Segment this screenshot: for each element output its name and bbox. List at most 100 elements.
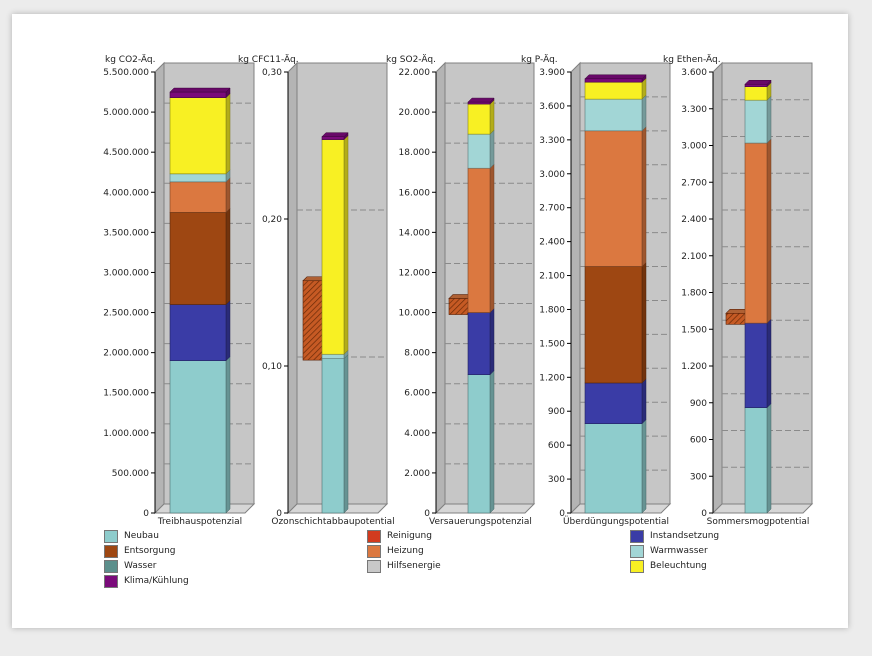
y-axis-label: kg CO2-Äq. [105, 54, 156, 65]
y-tick-label: 8.000 [404, 349, 430, 359]
bar-segment-neubau [467, 374, 491, 514]
y-tick-label: 3.600 [681, 68, 707, 78]
offset-bar-heizung [448, 298, 470, 315]
bar-segment-instandsetzung [744, 322, 768, 408]
bar-segment-neubau [169, 360, 227, 514]
bar-side-entsorgung [641, 261, 647, 384]
y-tick-label: 1.500.000 [103, 389, 149, 399]
x-category-label: Versauerungspotenzial [429, 517, 532, 527]
bar-segment-warmwasser [321, 353, 345, 359]
y-tick-label: 14.000 [399, 228, 431, 238]
y-axis-label: kg Ethen-Äq. [663, 54, 721, 65]
bar-side-neubau [766, 403, 772, 514]
y-axis-label: kg SO2-Äq. [386, 54, 436, 65]
y-tick-label: 2.000 [404, 469, 430, 479]
y-axis-label: kg CFC11-Äq. [238, 54, 299, 65]
y-tick-label: 5.500.000 [103, 68, 149, 78]
bar-side-heizung [641, 126, 647, 268]
y-tick-label: 1.800 [539, 305, 565, 315]
offset-bar-heizung [725, 313, 747, 325]
bar-segment-beleuchtung [321, 139, 345, 355]
bar-side-instandsetzung [641, 378, 647, 425]
y-tick-label: 2.400 [539, 238, 565, 248]
y-tick-label: 0 [143, 509, 149, 519]
bar-segment-warmwasser [467, 133, 491, 169]
bar-segment-warmwasser [169, 173, 227, 183]
bar-side-neubau [225, 356, 231, 514]
y-tick-label: 2.700 [539, 204, 565, 214]
bar-top-klima-kuehlung [744, 80, 772, 85]
bar-segment-neubau [584, 423, 643, 514]
y-tick-label: 3.900 [539, 68, 565, 78]
bar-segment-heizung [467, 167, 491, 313]
bar-side-warmwasser [641, 94, 647, 132]
panel-sidewall [570, 61, 581, 515]
bar-segment-heizung [169, 181, 227, 213]
y-tick-label: 1.500 [681, 325, 707, 335]
bar-segment-entsorgung [584, 266, 643, 384]
bar-segment-heizung [584, 130, 643, 267]
bar-segment-entsorgung [169, 212, 227, 305]
y-tick-label: 0 [424, 509, 430, 519]
y-tick-label: 0,30 [262, 68, 282, 78]
y-tick-label: 3.300 [681, 105, 707, 115]
bar-side-instandsetzung [225, 299, 231, 362]
y-axis-label: kg P-Äq. [521, 54, 558, 65]
y-tick-label: 1.200 [681, 362, 707, 372]
bar-side-beleuchtung [343, 135, 349, 355]
offset-bar-heizung [302, 280, 324, 361]
y-tick-label: 3.500.000 [103, 228, 149, 238]
y-tick-label: 2.100 [539, 272, 565, 282]
y-tick-label: 900 [548, 407, 565, 417]
bar-side-warmwasser [489, 129, 495, 169]
y-tick-label: 22.000 [399, 68, 431, 78]
y-tick-label: 0,20 [262, 215, 282, 225]
y-tick-label: 3.000.000 [103, 268, 149, 278]
panel-sidewall [435, 61, 446, 515]
bar-segment-klima-kuehlung [744, 83, 768, 87]
bar-side-neubau [489, 370, 495, 514]
x-category-label: Ozonschichtabbaupotential [271, 517, 394, 527]
y-tick-label: 3.000 [539, 170, 565, 180]
y-tick-label: 18.000 [399, 148, 431, 158]
y-tick-label: 3.300 [539, 136, 565, 146]
y-tick-label: 0 [701, 509, 707, 519]
y-tick-label: 300 [690, 472, 707, 482]
bar-side-heizung [225, 177, 231, 213]
y-tick-label: 5.000.000 [103, 108, 149, 118]
chart-card [12, 14, 848, 628]
panel-sidewall [712, 61, 723, 515]
bar-segment-instandsetzung [584, 382, 643, 424]
bar-side-neubau [641, 419, 647, 514]
bar-side-entsorgung [225, 207, 231, 306]
bar-segment-klima-kuehlung [584, 78, 643, 83]
y-tick-label: 500.000 [112, 469, 149, 479]
bar-top-klima-kuehlung [321, 132, 349, 137]
y-tick-label: 1.800 [681, 289, 707, 299]
panel-sidewall [287, 61, 298, 515]
bar-side-beleuchtung [489, 99, 495, 135]
bar-segment-beleuchtung [467, 103, 491, 135]
bar-side-instandsetzung [489, 307, 495, 376]
y-tick-label: 0 [276, 509, 282, 519]
y-tick-label: 2.500.000 [103, 309, 149, 319]
y-tick-label: 2.700 [681, 178, 707, 188]
y-tick-label: 12.000 [399, 268, 431, 278]
bar-segment-beleuchtung [584, 81, 643, 100]
y-tick-label: 6.000 [404, 389, 430, 399]
y-tick-label: 600 [548, 441, 565, 451]
bar-segment-beleuchtung [744, 86, 768, 101]
x-category-label: Treibhauspotenzial [157, 517, 242, 527]
bar-segment-neubau [744, 407, 768, 514]
bar-segment-warmwasser [744, 99, 768, 144]
x-category-label: Sommersmogpotential [707, 517, 810, 527]
bar-top-klima-kuehlung [584, 74, 647, 80]
y-tick-label: 3.600 [539, 102, 565, 112]
bar-side-beleuchtung [225, 93, 231, 175]
y-tick-label: 1.000.000 [103, 429, 149, 439]
y-tick-label: 4.000.000 [103, 188, 149, 198]
bar-top-klima-kuehlung [169, 87, 231, 93]
y-tick-label: 1.500 [539, 339, 565, 349]
y-tick-label: 16.000 [399, 188, 431, 198]
